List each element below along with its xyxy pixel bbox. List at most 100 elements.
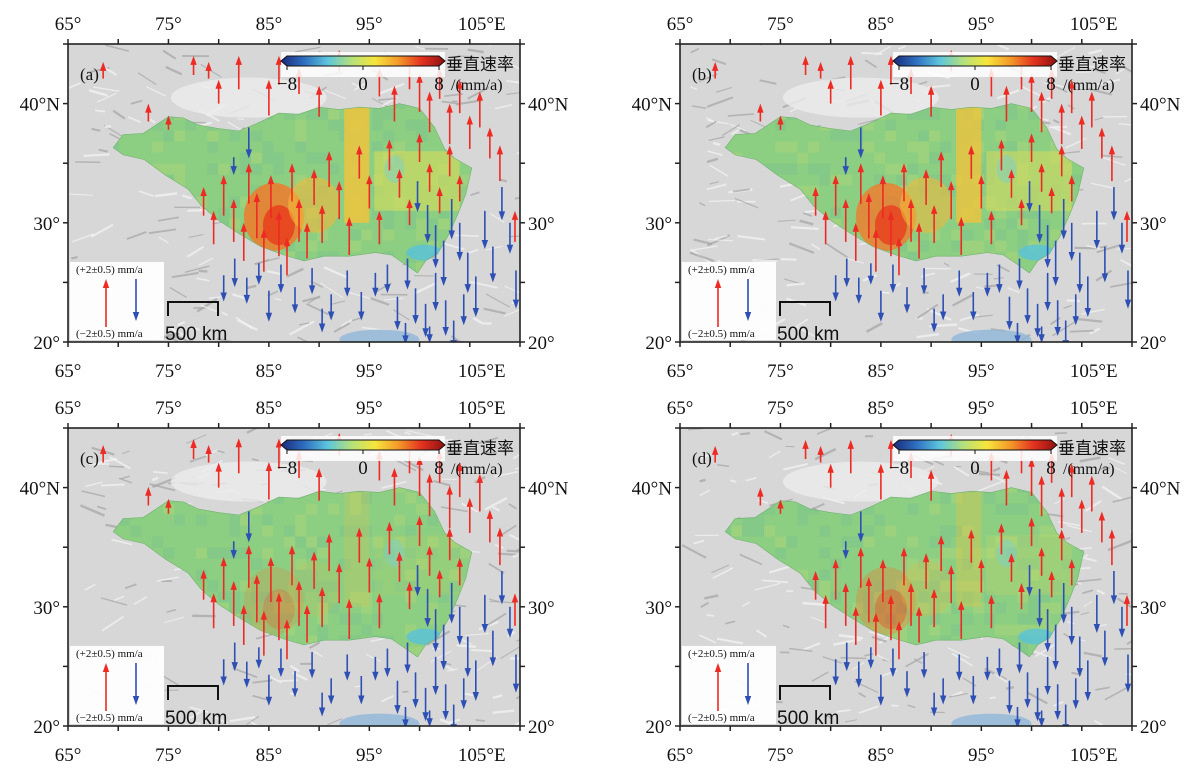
subsidence-arrow-36-head xyxy=(318,323,326,333)
subsidence-arrow-15-head xyxy=(404,280,411,290)
cool-zone-2 xyxy=(996,539,1017,568)
relief-ridge xyxy=(1088,49,1103,55)
panel-label: (d) xyxy=(692,449,712,468)
uplift-arrow-51-head xyxy=(1038,163,1045,173)
relief-ridge xyxy=(430,650,452,663)
relief-ridge xyxy=(717,464,730,468)
left-tick-label: 30° xyxy=(33,214,60,235)
uplift-arrow-22-head xyxy=(1098,511,1106,521)
legend-bg xyxy=(682,646,776,724)
field-cell xyxy=(797,569,809,581)
relief-ridge xyxy=(186,245,205,258)
field-cell xyxy=(449,547,461,559)
subsidence-arrow-13-head xyxy=(506,244,514,254)
relief-ridge xyxy=(858,705,879,714)
field-cell xyxy=(1006,141,1018,153)
relief-ridge xyxy=(289,664,300,673)
uplift-arrow-49-head xyxy=(406,581,413,591)
field-cell xyxy=(317,547,329,559)
relief-ridge xyxy=(515,547,520,552)
colorbar xyxy=(892,439,1058,451)
relief-ridge xyxy=(93,86,120,92)
relief-ridge xyxy=(235,316,253,330)
uplift-arrow-8-head xyxy=(887,55,895,65)
subsidence-arrow-21-head xyxy=(1072,700,1079,710)
right-tick-label: 30° xyxy=(528,598,555,619)
uplift-arrow-45-head xyxy=(978,559,985,569)
bottom-tick-label: 95° xyxy=(968,745,995,766)
field-cell xyxy=(328,108,340,120)
relief-ridge xyxy=(1078,318,1103,323)
uplift-arrow-7-head xyxy=(265,79,273,89)
subsidence-arrow-12-head xyxy=(1110,595,1118,605)
field-cell xyxy=(328,503,340,515)
field-cell xyxy=(262,141,274,153)
field-cell xyxy=(984,591,996,603)
field-cell xyxy=(1028,108,1040,120)
subsidence-arrow-5-head xyxy=(1052,660,1059,670)
uplift-arrow-49-head xyxy=(406,198,413,208)
field-cell xyxy=(317,624,329,636)
subsidence-arrow-1-head xyxy=(842,166,849,176)
subsidence-arrow-1-head xyxy=(842,550,849,560)
legend-bg xyxy=(70,646,164,724)
relief-ridge xyxy=(1125,673,1132,676)
uplift-arrow-24-head xyxy=(1123,210,1131,220)
field-cell xyxy=(174,514,186,526)
relief-ridge xyxy=(1114,647,1132,650)
relief-ridge xyxy=(353,82,366,91)
colorbar-unit: /(mm/a) xyxy=(1063,461,1115,478)
subsidence-arrow-8-head xyxy=(464,284,471,294)
bottom-tick-label: 75° xyxy=(767,361,794,382)
uplift-arrow-2-head xyxy=(777,115,784,125)
uplift-arrow-3-head xyxy=(190,438,197,448)
uplift-arrow-15-head xyxy=(1028,457,1035,467)
uplift-arrow-54-head xyxy=(456,557,463,567)
relief-ridge xyxy=(470,280,498,289)
uplift-arrow-31-head xyxy=(865,577,873,586)
field-cell xyxy=(350,503,362,515)
relief-ridge xyxy=(68,82,81,90)
field-cell xyxy=(295,174,307,186)
relief-ridge xyxy=(1096,244,1120,254)
uplift-arrow-23-head xyxy=(496,527,504,537)
relief-ridge xyxy=(149,118,156,124)
subsidence-arrow-25-head xyxy=(358,311,365,321)
field-cell xyxy=(438,207,450,219)
relief-ridge xyxy=(714,234,728,240)
legend-up-label: (+2±0.5) mm/a xyxy=(76,648,143,660)
colorbar-unit: /(mm/a) xyxy=(451,461,503,478)
uplift-arrow-8-head xyxy=(887,439,895,449)
relief-ridge xyxy=(70,255,78,260)
relief-ridge xyxy=(98,148,108,153)
bottom-tick-label: 105°E xyxy=(1070,361,1118,382)
relief-ridge xyxy=(1099,466,1111,470)
relief-ridge xyxy=(217,449,225,454)
field-cell xyxy=(229,602,241,614)
relief-ridge xyxy=(712,141,721,146)
relief-ridge xyxy=(1099,245,1108,249)
field-cell xyxy=(808,163,820,175)
uplift-arrow-30-head xyxy=(857,547,864,557)
field-cell xyxy=(295,141,307,153)
map-panel-d: 65° 75° 85° 95° 105°E 65° 75° 85° 95° 105°E 40°N 30… xyxy=(612,384,1204,768)
field-cell xyxy=(907,174,919,186)
field-cell xyxy=(295,525,307,537)
uplift-arrow-52-head xyxy=(436,187,443,197)
subsidence-arrow-10-head xyxy=(1093,624,1101,634)
subsidence-arrow-8-head xyxy=(464,668,471,678)
field-cell xyxy=(753,525,765,537)
relief-ridge xyxy=(254,258,270,266)
relief-ridge xyxy=(1119,258,1132,268)
field-cell xyxy=(328,580,340,592)
relief-ridge xyxy=(706,157,719,164)
relief-ridge xyxy=(871,635,887,643)
subsidence-arrow-37-head xyxy=(1014,335,1021,342)
subsidence-arrow-10-head xyxy=(1093,240,1101,250)
subsidence-arrow-5-head xyxy=(440,276,447,286)
field-cell xyxy=(1028,492,1040,504)
subsidence-arrow-6-head xyxy=(448,230,455,240)
field-cell xyxy=(885,119,897,131)
relief-ridge xyxy=(923,465,935,472)
relief-ridge xyxy=(272,724,276,726)
